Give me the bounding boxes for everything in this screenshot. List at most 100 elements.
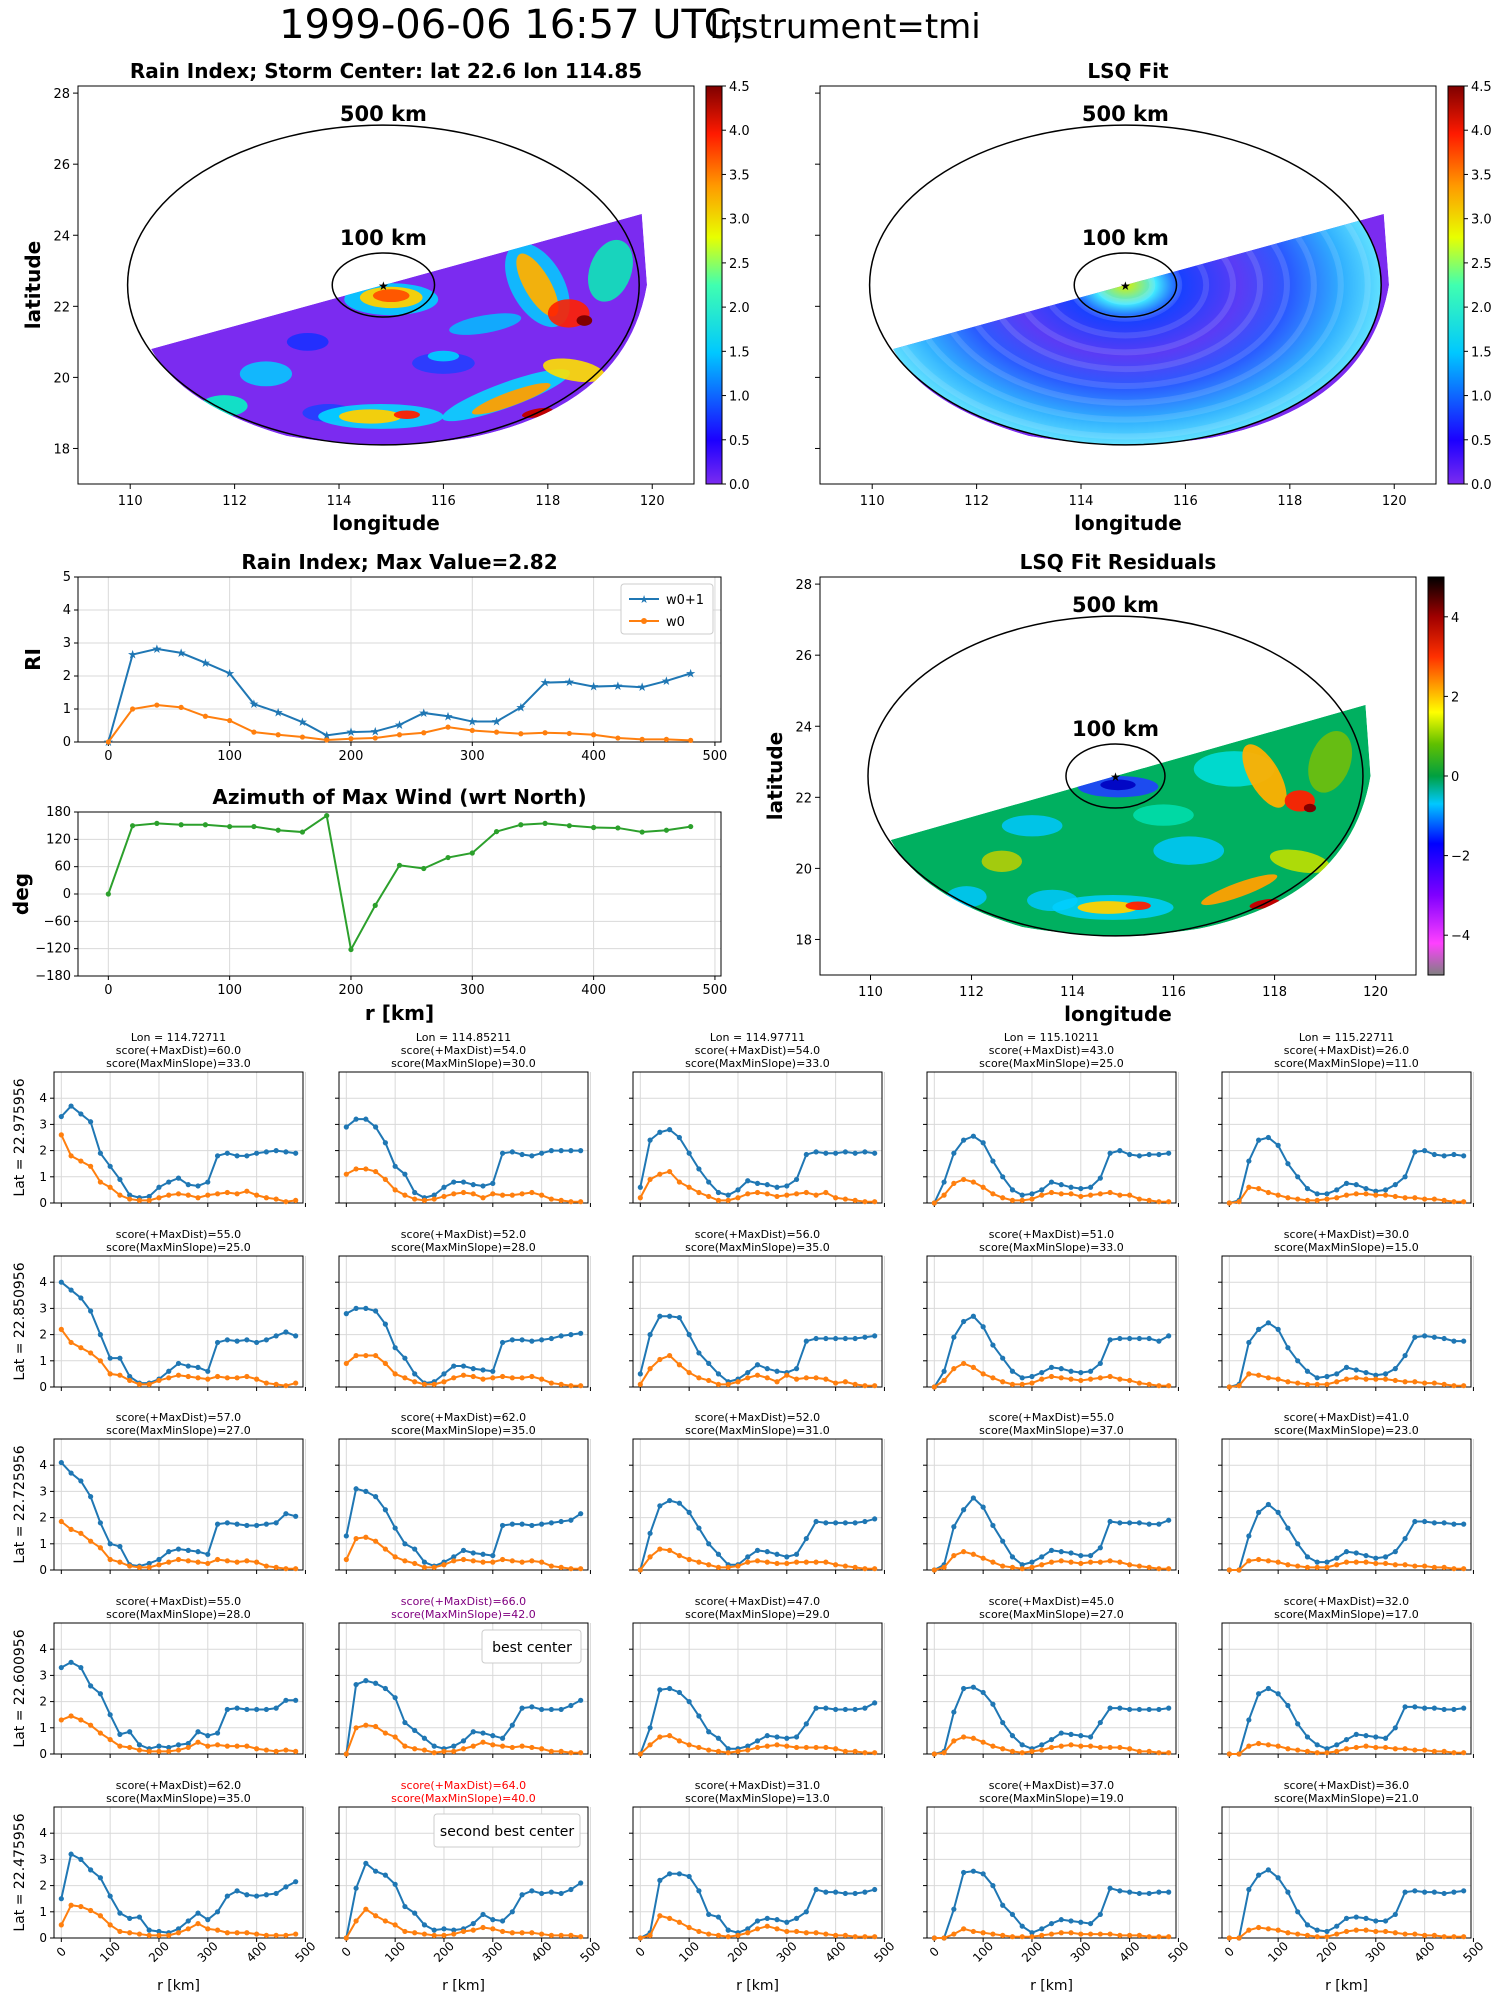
- series-w0-point: [156, 1562, 162, 1568]
- series-w0-point: [774, 1560, 780, 1567]
- series-w0p1-point: [166, 1179, 172, 1185]
- panel-score-maxminslope: score(MaxMinSlope)=33.0: [106, 1057, 251, 1070]
- series-w0-point: [353, 1352, 359, 1359]
- legend: ★ w0+1w0: [620, 583, 714, 635]
- series-w0p1-point: [402, 1355, 408, 1361]
- y-tick-label: 4: [39, 1826, 47, 1840]
- series-w0p1-point: [813, 1705, 819, 1711]
- series-w0-point: [529, 1744, 535, 1751]
- series-w0p1-point: [343, 1124, 349, 1130]
- rain-feature: [471, 382, 551, 415]
- series-w0-point: [293, 1380, 299, 1386]
- series-w0p1-point: [88, 1683, 94, 1689]
- candidate-panel: score(+MaxDist)=52.0score(MaxMinSlope)=2…: [335, 1228, 591, 1391]
- series-w0-point: [251, 729, 257, 735]
- series-w0-point: [578, 1750, 584, 1756]
- series-w0-point: [166, 1559, 172, 1565]
- series-w0-point: [469, 727, 475, 734]
- series-w0-point: [263, 1380, 269, 1386]
- y-tick-label: 4: [39, 1091, 47, 1105]
- series-w0-point: [402, 1743, 408, 1749]
- series-w0-point: [1295, 1563, 1301, 1569]
- series-w0-point: [1256, 1185, 1262, 1192]
- series-w0p1-point: [166, 1368, 172, 1374]
- series-w0-point: [234, 1559, 240, 1565]
- series-w0-point: [615, 735, 621, 741]
- x-tick-label: 500: [703, 749, 728, 764]
- series-w0-point: [1363, 1743, 1369, 1749]
- series-w0p1-point: [980, 1504, 986, 1510]
- series-w0-point: [1382, 1928, 1389, 1935]
- panel-score-maxdist: score(+MaxDist)=32.0: [1284, 1595, 1409, 1608]
- axes-frame: [1221, 1071, 1472, 1204]
- panel-lon-title: Lon = 115.22711: [1299, 1031, 1394, 1044]
- series-w0-point: [353, 1918, 359, 1924]
- series-azimuth-point: [639, 829, 645, 835]
- series-w0-point: [480, 1559, 486, 1565]
- series-w0p1-point: [735, 1187, 741, 1193]
- candidate-panel: score(+MaxDist)=30.0score(MaxMinSlope)=1…: [1218, 1228, 1474, 1391]
- series-w0-point: [348, 736, 354, 742]
- series-w0-point: [735, 1195, 741, 1201]
- series-w0-point: [1275, 1192, 1281, 1198]
- series-w0-point: [1431, 1564, 1437, 1570]
- series-w0p1-point: [1265, 1320, 1271, 1326]
- panel-lat-label: Lat = 22.600956: [12, 1629, 28, 1747]
- series-w0p1-point: [706, 1179, 712, 1185]
- series-w0-point: [1246, 1184, 1252, 1190]
- series-w0-point: [373, 1352, 379, 1359]
- series-w0p1-point: [373, 1680, 379, 1686]
- series-w0-point: [803, 1189, 809, 1196]
- series-w0p1-point: [1029, 1930, 1035, 1936]
- colorbar-tick-label: −2: [1451, 850, 1470, 865]
- series-w0p1-point: [647, 1725, 653, 1731]
- series-w0p1-point: [961, 1685, 967, 1692]
- series-w0-point: [97, 1358, 103, 1364]
- series-w0p1-point: [529, 1888, 535, 1894]
- axes-frame: [53, 1255, 304, 1388]
- series-w0p1-point: [1048, 1364, 1055, 1370]
- series-w0p1-point: [68, 1470, 74, 1476]
- series-w0-point: [214, 1742, 221, 1748]
- series-w0-point: [539, 1931, 545, 1937]
- series-w0p1-point: [273, 1333, 279, 1339]
- series-azimuth-point: [348, 946, 354, 953]
- series-w0p1-point: [578, 1880, 584, 1886]
- series-w0p1-point: [392, 1163, 398, 1169]
- y-tick-label: 1: [39, 1537, 47, 1551]
- series-w0-point: [1166, 1750, 1172, 1756]
- series-w0p1-point: [764, 1366, 770, 1372]
- series-w0-point: [1166, 1934, 1172, 1940]
- panel-score-maxminslope: score(MaxMinSlope)=30.0: [391, 1057, 536, 1070]
- series-w0-point: [1304, 1381, 1311, 1387]
- series-w0p1-point: [480, 1911, 486, 1918]
- series-w0p1-point: [558, 1706, 564, 1713]
- series-w0p1-point: [1353, 1182, 1359, 1188]
- series-w0-point: [68, 1713, 74, 1719]
- series-w0p1-point: [273, 1890, 279, 1897]
- series-w0-point: [1107, 1189, 1113, 1196]
- series-w0-point: [195, 1559, 201, 1565]
- panel-score-maxminslope: score(MaxMinSlope)=40.0: [391, 1792, 536, 1805]
- series-w0-point: [1324, 1564, 1330, 1570]
- series-w0-point: [774, 1926, 780, 1932]
- series-w0-point: [1363, 1927, 1369, 1933]
- series-w0-point: [441, 1193, 447, 1200]
- series-w0-point: [1295, 1380, 1301, 1386]
- series-w0-point: [637, 1935, 643, 1941]
- panel-score-maxminslope: score(MaxMinSlope)=11.0: [1274, 1057, 1419, 1070]
- series-w0p1-point: [224, 1893, 230, 1899]
- series-w0p1-point: [1117, 1520, 1123, 1526]
- series-w0-point: [667, 1915, 673, 1921]
- series-w0p1-point: [185, 1547, 191, 1553]
- series-w0-point: [1236, 1751, 1242, 1757]
- series-w0-point: [696, 1559, 702, 1565]
- series-w0-point: [1000, 1563, 1006, 1569]
- colorbar-tick-label: 0: [1451, 770, 1459, 785]
- series-w0p1-point: [1314, 1742, 1320, 1748]
- series-w0-point: [1236, 1567, 1242, 1573]
- series-w0p1-point: [813, 1518, 819, 1525]
- series-w0p1-point: [107, 1163, 113, 1169]
